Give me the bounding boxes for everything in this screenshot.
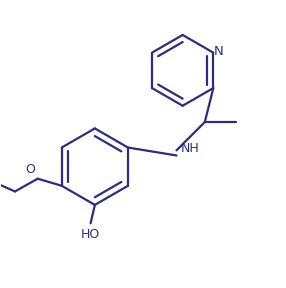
Text: HO: HO bbox=[81, 228, 100, 241]
Text: N: N bbox=[214, 45, 223, 58]
Text: NH: NH bbox=[181, 142, 200, 155]
Text: O: O bbox=[25, 163, 35, 177]
